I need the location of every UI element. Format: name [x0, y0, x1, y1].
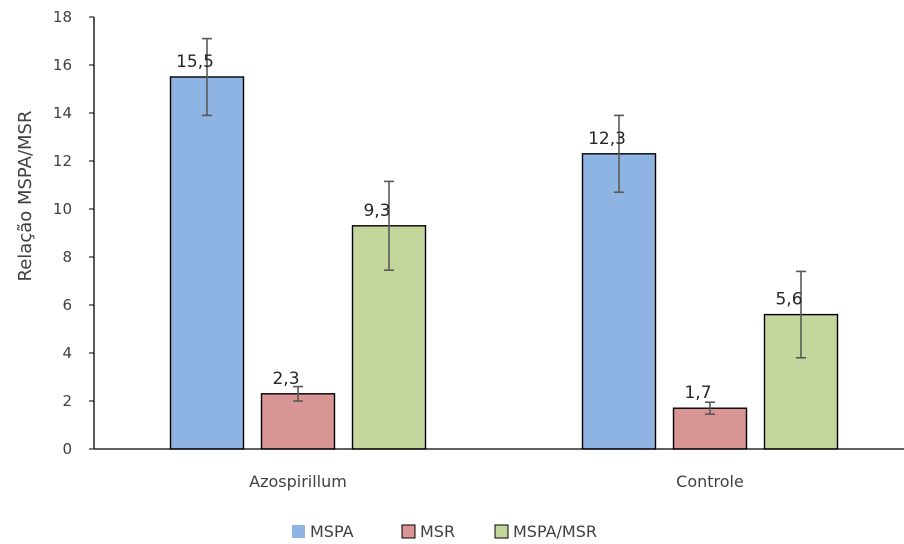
- legend-item: MSPA/MSR: [494, 522, 597, 541]
- error-bars: [202, 37, 806, 416]
- legend-item: MSR: [401, 522, 455, 541]
- x-tick-label: Controle: [676, 472, 744, 491]
- bar-mspa-controle: [581, 153, 657, 450]
- data-label: 5,6: [775, 290, 802, 310]
- category-labels: Azospirillum Controle: [249, 472, 744, 491]
- legend-label: MSPA: [310, 522, 354, 541]
- data-label: 1,7: [684, 383, 711, 403]
- y-tick-label: 4: [62, 344, 72, 362]
- error-bar: [705, 401, 715, 416]
- y-tick-label: 6: [62, 296, 72, 314]
- y-tick-label: 8: [62, 248, 72, 266]
- legend-item: MSPA: [292, 522, 354, 541]
- y-tick-label: 0: [62, 440, 72, 458]
- bars: [169, 76, 839, 450]
- legend-swatch: [401, 524, 416, 539]
- data-label: 12,3: [588, 129, 626, 149]
- error-bar: [384, 180, 394, 272]
- error-bar: [202, 37, 212, 117]
- y-tick-label: 14: [53, 104, 72, 122]
- legend-swatch: [494, 524, 509, 539]
- data-label: 15,5: [176, 52, 214, 72]
- y-tick-label: 12: [53, 152, 72, 170]
- legend-swatch: [292, 525, 305, 538]
- bar-msr-azospirillum: [260, 393, 336, 450]
- data-labels: 15,5 12,3 2,3 1,7 9,3 5,6: [176, 52, 802, 403]
- y-axis-ticks: 0 2 4 6 8 10 12 14 16 18: [53, 8, 94, 458]
- error-bar: [614, 114, 624, 193]
- error-bar: [796, 270, 806, 359]
- legend-label: MSR: [420, 522, 455, 541]
- data-label: 9,3: [363, 201, 390, 221]
- y-tick-label: 16: [53, 56, 72, 74]
- data-label: 2,3: [272, 369, 299, 389]
- axes: [93, 17, 904, 450]
- legend-label: MSPA/MSR: [513, 522, 597, 541]
- legend: MSPA MSR MSPA/MSR: [292, 522, 597, 541]
- bar-mspa-azospirillum: [169, 76, 245, 450]
- y-tick-label: 18: [53, 8, 72, 26]
- x-tick-label: Azospirillum: [249, 472, 347, 491]
- y-tick-label: 10: [53, 200, 72, 218]
- y-axis-title-group: Relação MSPA/MSR: [15, 111, 36, 282]
- error-bar: [293, 385, 303, 402]
- y-axis-title: Relação MSPA/MSR: [15, 111, 36, 282]
- y-tick-label: 2: [62, 392, 72, 410]
